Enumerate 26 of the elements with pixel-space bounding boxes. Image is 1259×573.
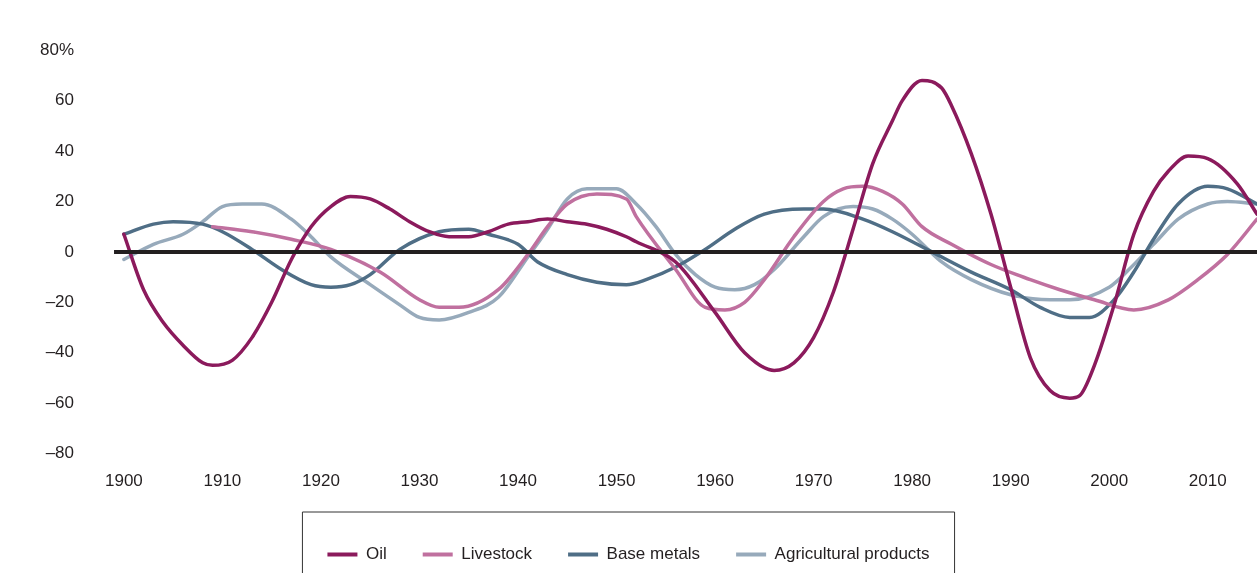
y-tick-label: –80 xyxy=(45,443,75,463)
y-tick-label: –60 xyxy=(45,392,75,412)
y-tick-label: 80% xyxy=(39,39,75,59)
y-tick-label: –20 xyxy=(45,292,75,312)
legend-label: Oil xyxy=(365,544,387,564)
x-tick-label: 1920 xyxy=(302,471,340,491)
x-tick-label: 1970 xyxy=(794,471,833,491)
x-tick-label: 1900 xyxy=(104,471,143,491)
x-tick-label: 1960 xyxy=(696,471,734,491)
legend-label: Agricultural products xyxy=(774,544,930,564)
x-tick-label: 1930 xyxy=(400,471,439,491)
line-series xyxy=(122,78,1257,400)
y-tick-label: 40 xyxy=(55,140,75,160)
x-tick-label: 1940 xyxy=(499,471,537,491)
legend-label: Base metals xyxy=(606,544,701,564)
y-tick-label: 20 xyxy=(55,191,75,211)
x-tick-label: 1990 xyxy=(991,471,1030,491)
x-tick-label: 1980 xyxy=(893,471,932,491)
x-tick-label: 2000 xyxy=(1090,471,1129,491)
y-tick-label: 60 xyxy=(55,90,75,110)
x-tick-label: 1910 xyxy=(203,471,242,491)
y-tick-label: 0 xyxy=(64,241,75,261)
legend-label: Livestock xyxy=(461,544,533,564)
x-tick-label: 1950 xyxy=(597,471,636,491)
x-tick-label: 2010 xyxy=(1188,471,1227,491)
y-tick-label: –40 xyxy=(45,342,75,362)
